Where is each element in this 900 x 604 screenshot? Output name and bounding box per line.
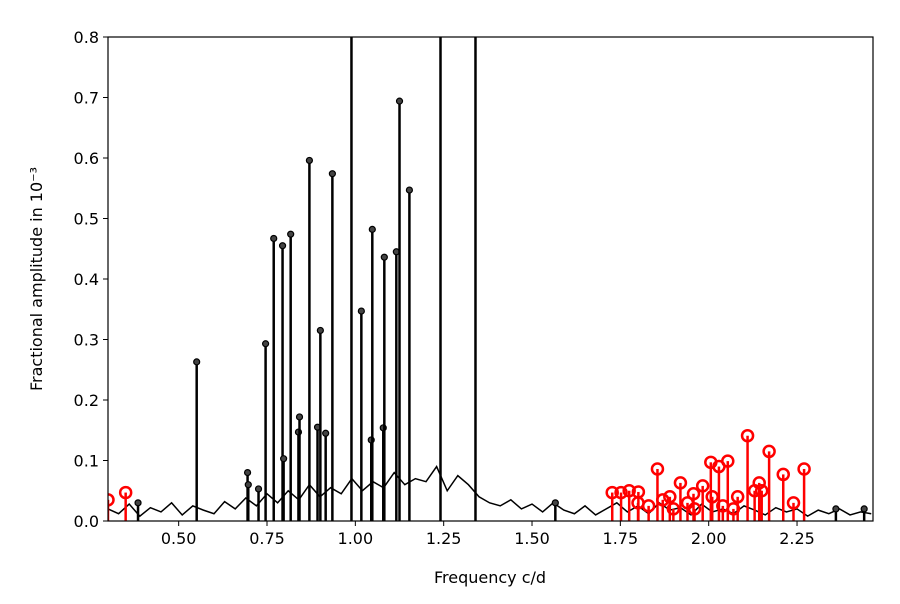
peak-marker [687, 502, 702, 516]
peak-marker [860, 505, 868, 513]
y-tick-label: 0.8 [74, 28, 99, 47]
peak-marker [395, 97, 404, 105]
peak-marker [305, 156, 314, 165]
peak-marker [622, 484, 636, 498]
peak-marker [797, 462, 811, 476]
peak-marker [261, 340, 270, 348]
peak-marker [726, 502, 741, 516]
peak-marker [730, 490, 745, 504]
peak-marker [287, 230, 295, 238]
x-tick-label: 1.25 [426, 529, 462, 548]
peak-marker [280, 455, 288, 463]
peak-marker [357, 307, 365, 315]
y-tick-label: 0.6 [74, 149, 99, 168]
peak-marker [134, 499, 142, 507]
peak-marker [118, 485, 133, 500]
peak-marker [666, 502, 681, 516]
peak-marker [254, 485, 263, 493]
peak-marker [740, 428, 755, 443]
peak-marker [721, 454, 735, 468]
peak-marker [614, 485, 628, 500]
y-tick-label: 0.0 [74, 512, 99, 531]
x-tick-label: 2.25 [779, 529, 815, 548]
peak-marker [270, 234, 278, 243]
peak-marker [368, 225, 376, 233]
plot-frame [107, 36, 874, 522]
peak-marker [322, 429, 330, 437]
peak-marker [605, 485, 619, 500]
peak-marker [641, 499, 656, 513]
peak-marker [832, 505, 840, 513]
peak-marker [193, 358, 201, 366]
peak-marker [695, 479, 710, 493]
peak-marker [705, 490, 719, 504]
peak-marker [328, 170, 336, 178]
peak-marker [551, 499, 559, 507]
y-tick-label: 0.3 [74, 331, 99, 350]
peak-marker [752, 476, 766, 490]
y-tick-label: 0.7 [74, 89, 99, 108]
x-tick-label: 1.00 [338, 529, 374, 548]
peak-marker [686, 487, 701, 501]
peak-marker [673, 476, 688, 490]
peak-marker [754, 484, 769, 498]
peak-marker [243, 469, 252, 477]
peak-marker [762, 444, 776, 459]
y-tick-label: 0.5 [74, 210, 99, 229]
x-tick-label: 1.50 [514, 529, 550, 548]
spectrum-line [108, 465, 872, 518]
peak-marker [108, 493, 115, 507]
y-tick-label: 0.1 [74, 452, 99, 471]
peak-marker [650, 462, 665, 476]
x-axis-label: Frequency c/d [434, 568, 546, 587]
y-axis-label: Fractional amplitude in 10⁻³ [27, 167, 46, 391]
x-tick-label: 0.50 [161, 529, 197, 548]
peak-marker [786, 496, 801, 510]
peak-marker [405, 186, 414, 194]
peak-marker [295, 413, 304, 421]
peak-marker [656, 493, 670, 507]
y-tick-label: 0.2 [74, 391, 99, 410]
y-tick-label: 0.4 [74, 270, 99, 289]
peak-marker [380, 253, 388, 261]
peak-marker [776, 467, 790, 482]
peak-marker [278, 242, 287, 250]
x-tick-label: 0.75 [249, 529, 285, 548]
peak-marker [244, 481, 252, 489]
x-tick-label: 1.75 [603, 529, 639, 548]
plot-area [108, 37, 872, 521]
x-tick-label: 2.00 [691, 529, 727, 548]
peak-marker [663, 490, 677, 504]
peak-marker [316, 326, 324, 335]
